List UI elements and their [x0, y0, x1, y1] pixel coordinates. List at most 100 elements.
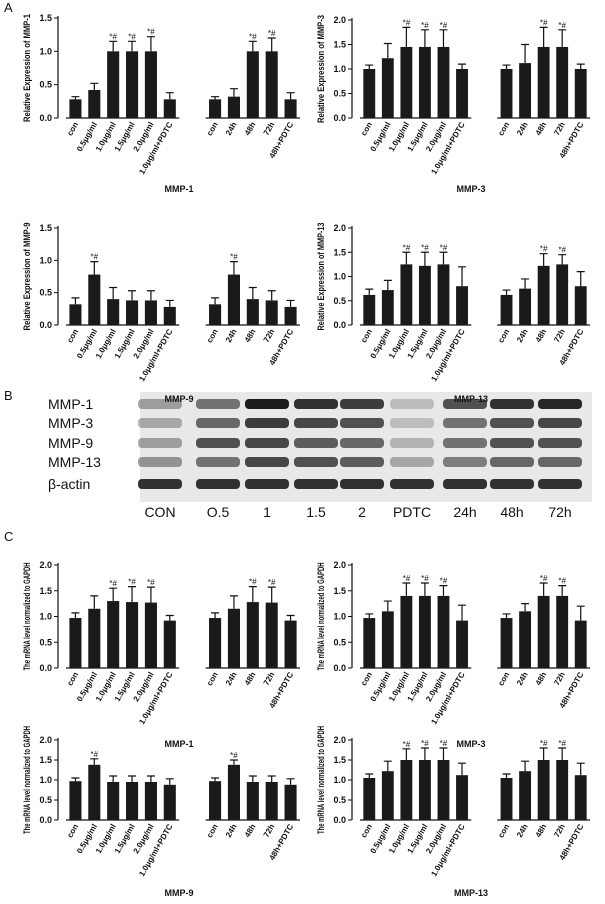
blot-band [138, 457, 182, 467]
error-bar [420, 747, 429, 760]
significance-marker: *# [540, 18, 548, 27]
blot-lane-label: 2 [358, 504, 366, 520]
bar [284, 306, 297, 325]
error-bar [286, 778, 295, 785]
error-bar [439, 251, 448, 265]
significance-marker: *# [540, 245, 548, 254]
x-tick-label: 24h [224, 670, 239, 687]
bar [400, 264, 413, 325]
y-tick-label: 0.0 [333, 320, 346, 330]
y-tick-label: 1.0 [39, 46, 52, 56]
x-tick-label: 48h [534, 120, 549, 137]
blot-band [294, 418, 338, 428]
bar [163, 620, 176, 668]
error-bar [458, 63, 467, 69]
blot-band [138, 399, 182, 409]
blot-band [245, 479, 289, 489]
blot-band [294, 399, 338, 409]
y-axis-label: The mRNA level normalized to GAPDH [22, 726, 32, 834]
bar [88, 90, 101, 118]
y-tick-label: 0.5 [333, 795, 346, 805]
error-bar [128, 40, 137, 52]
y-tick-label: 2.0 [333, 15, 346, 25]
bar [519, 63, 532, 118]
error-bar [146, 586, 155, 603]
bar [556, 264, 569, 325]
bar [400, 46, 413, 119]
significance-marker: *# [91, 750, 99, 759]
error-bar [558, 254, 567, 265]
bar [209, 781, 222, 820]
error-bar [229, 759, 238, 765]
blot-band [245, 438, 289, 448]
significance-marker: *# [558, 577, 566, 586]
error-bar [383, 279, 392, 291]
y-axis-label: Relative Expression of MMP-3 [316, 15, 326, 123]
significance-marker: *# [109, 579, 117, 588]
error-bar [146, 290, 155, 301]
error-bar [576, 63, 585, 69]
error-bar [109, 286, 118, 300]
bar [381, 290, 394, 325]
y-tick-label: 0.0 [39, 663, 52, 673]
error-bar [248, 775, 257, 782]
bar [265, 51, 278, 119]
panel-label: A [4, 0, 13, 15]
bar [107, 299, 120, 325]
blot-lane-label: CON [144, 504, 175, 520]
bar [437, 46, 450, 119]
y-tick-label: 1.0 [39, 612, 52, 622]
error-bar [267, 586, 276, 603]
error-bar [286, 614, 295, 621]
blot-band [390, 399, 434, 409]
error-bar [558, 747, 567, 760]
blot-band [340, 479, 384, 489]
significance-marker: *# [403, 574, 411, 583]
blot-band [390, 418, 434, 428]
error-bar [402, 251, 411, 265]
significance-marker: *# [268, 578, 276, 587]
error-bar [502, 773, 511, 778]
panel-label: C [4, 529, 13, 544]
bar [209, 618, 222, 668]
blot-band [340, 438, 384, 448]
error-bar [128, 775, 137, 782]
significance-marker: *# [421, 574, 429, 583]
bar [537, 595, 550, 668]
y-tick-label: 1.0 [333, 64, 346, 74]
x-tick-label: 48h [243, 670, 258, 687]
x-tick-label: con [359, 670, 374, 687]
blot-band [245, 418, 289, 428]
blot-row-label: MMP-1 [48, 396, 93, 412]
blot-band [538, 399, 582, 409]
error-bar [165, 299, 174, 307]
bar [537, 265, 550, 325]
error-bar [539, 26, 548, 47]
x-axis-title: MMP-3 [457, 739, 486, 749]
error-bar [71, 96, 80, 100]
bar [381, 771, 394, 820]
bar [363, 618, 376, 668]
y-axis-label: The mRNA level normalized to GAPDH [316, 563, 326, 671]
bar [437, 760, 450, 820]
bar [126, 782, 139, 820]
bar [363, 778, 376, 820]
blot-lane-label: 24h [453, 504, 476, 520]
blot-band [340, 457, 384, 467]
x-axis-title: MMP-13 [454, 394, 488, 404]
bar [88, 608, 101, 668]
x-tick-label: con [65, 670, 80, 687]
error-bar [365, 773, 374, 778]
significance-marker: *# [440, 243, 448, 252]
error-bar [109, 40, 118, 52]
x-tick-label: con [65, 822, 80, 839]
x-tick-label: con [496, 822, 511, 839]
bar [265, 602, 278, 668]
x-tick-label: 72h [262, 120, 277, 137]
x-tick-label: con [496, 670, 511, 687]
blot-row-label: MMP-9 [48, 435, 93, 451]
x-tick-label: 24h [224, 120, 239, 137]
y-axis-label: The mRNA level normalized to GAPDH [316, 726, 326, 834]
error-bar [211, 297, 220, 305]
bar [500, 618, 513, 668]
